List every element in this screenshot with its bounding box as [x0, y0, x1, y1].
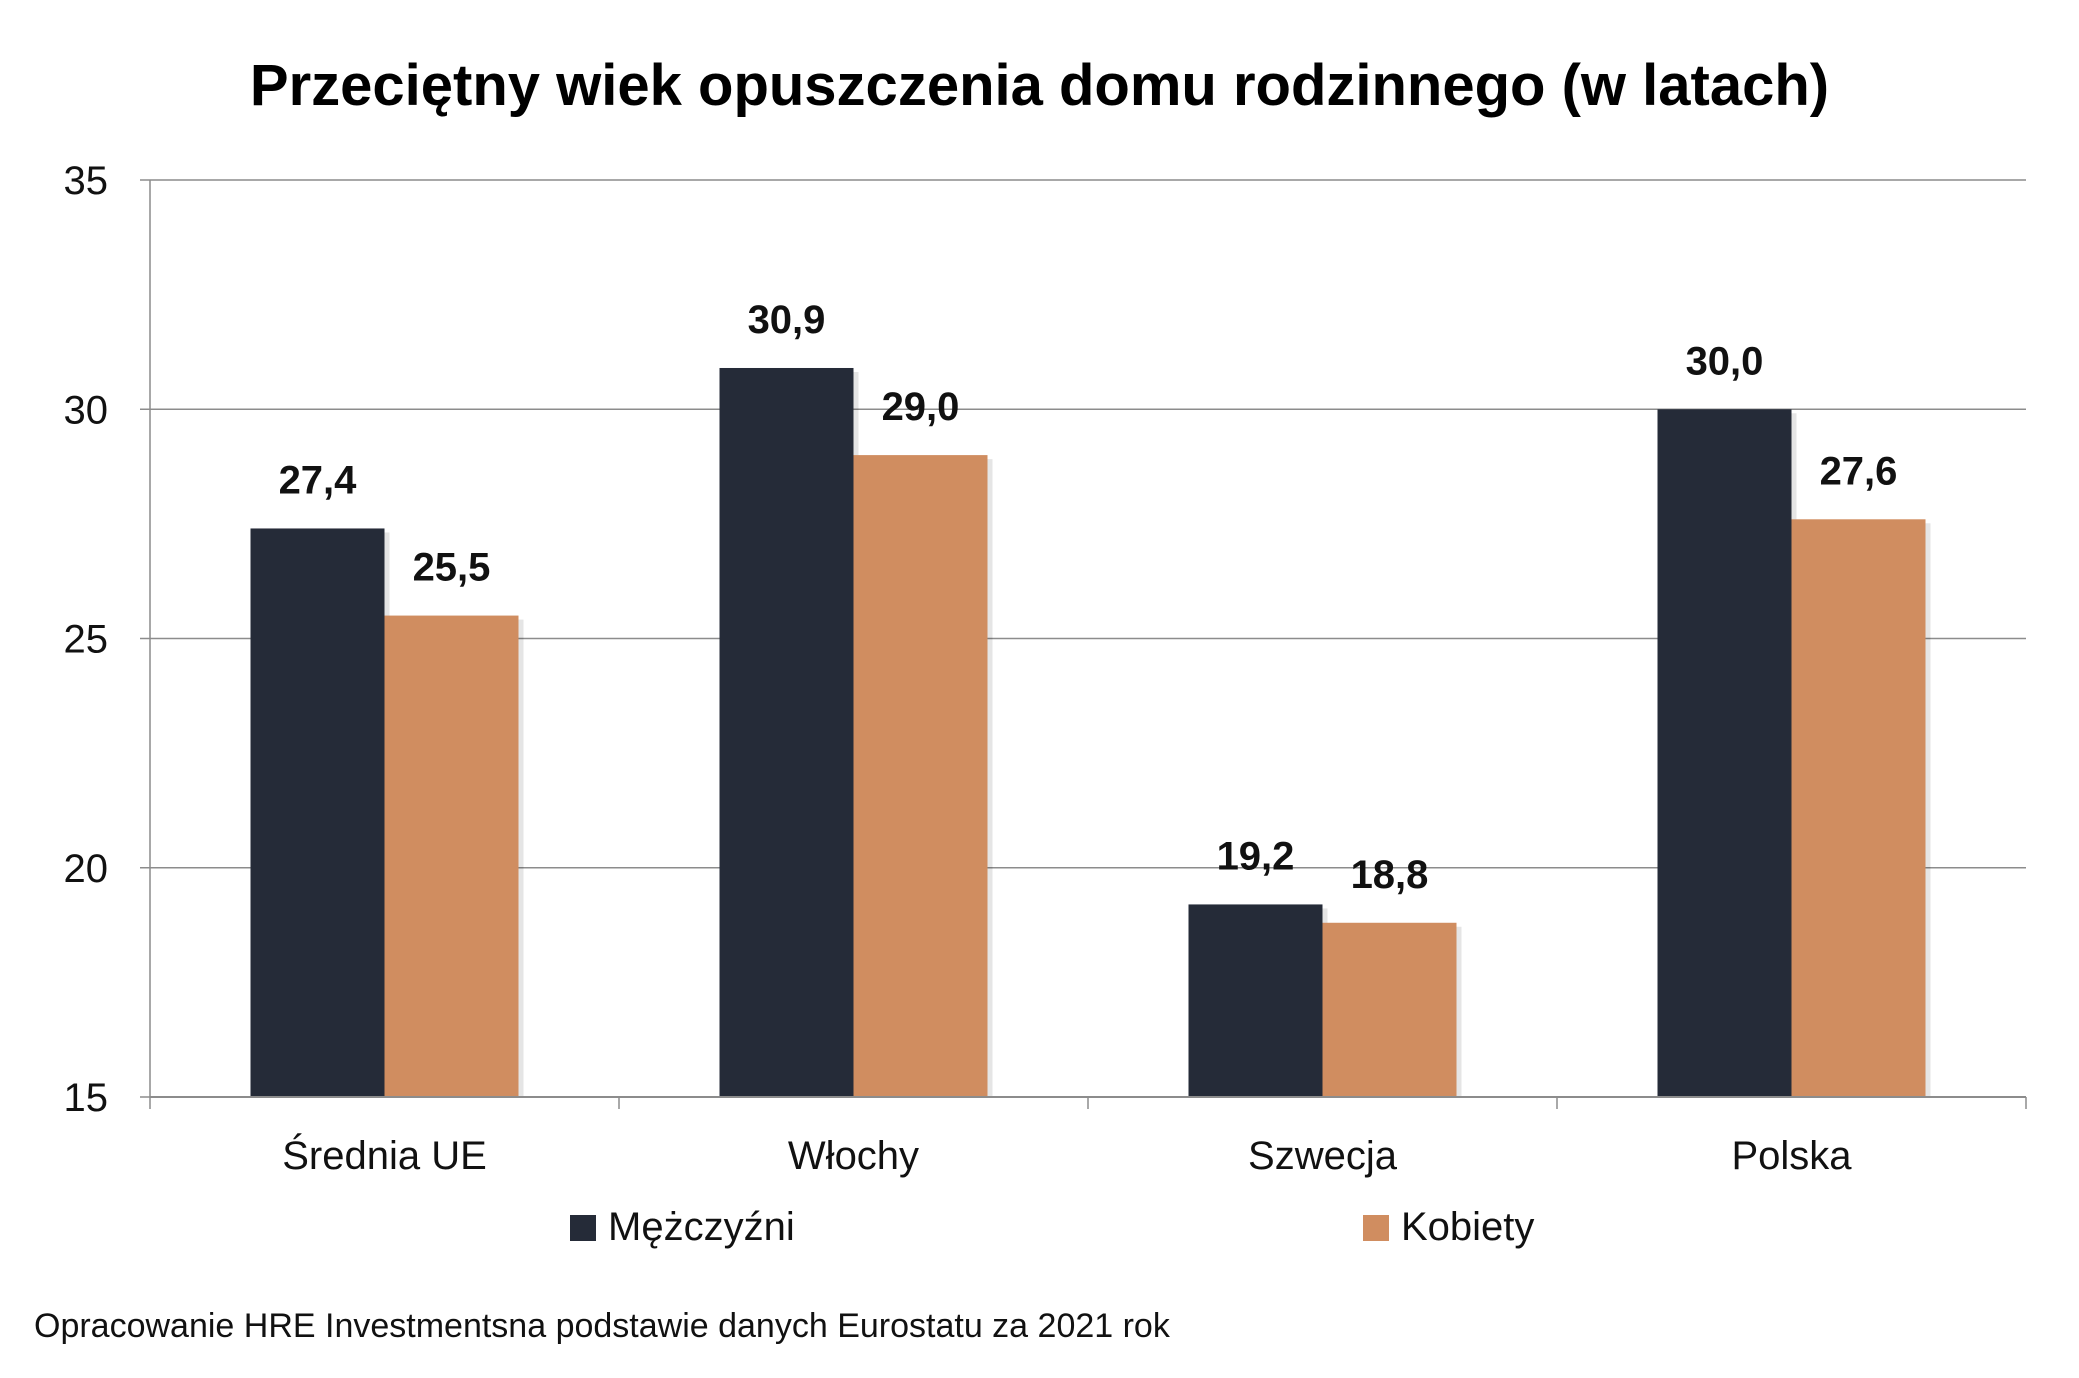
legend-label-women: Kobiety: [1401, 1205, 1535, 1249]
data-label: 30,0: [1686, 339, 1764, 383]
legend-label-men: Mężczyźni: [608, 1205, 795, 1249]
x-category-label: Średnia UE: [282, 1132, 487, 1178]
legend-swatch-men: [570, 1214, 596, 1241]
bar-men: [1188, 904, 1323, 1097]
bar-men: [719, 367, 854, 1097]
x-category-label: Polska: [1731, 1134, 1852, 1178]
chart-title: Przeciętny wiek opuszczenia domu rodzinn…: [249, 53, 1830, 118]
bar-men: [250, 528, 385, 1097]
y-tick-label: 25: [64, 618, 109, 662]
legend-item-women: Kobiety: [1363, 1205, 1534, 1250]
y-tick-label: 30: [64, 388, 109, 432]
bar-women: [1322, 922, 1457, 1097]
data-label: 25,5: [413, 546, 491, 590]
legend-swatch-women: [1363, 1214, 1389, 1241]
bar-women: [384, 615, 519, 1097]
data-label: 27,4: [279, 458, 358, 502]
bar-men: [1657, 409, 1792, 1097]
data-label: 27,6: [1820, 449, 1898, 493]
data-label: 29,0: [882, 385, 960, 429]
source-note: Opracowanie HRE Investmentsna podstawie …: [34, 1307, 1170, 1345]
legend-item-men: Mężczyźni: [570, 1205, 795, 1250]
bar-women: [853, 455, 988, 1098]
data-label: 30,9: [748, 298, 826, 342]
x-category-label: Szwecja: [1248, 1134, 1398, 1178]
y-tick-label: 15: [64, 1076, 109, 1120]
data-label: 19,2: [1217, 834, 1295, 878]
x-category-label: Włochy: [788, 1134, 919, 1178]
bar-women: [1791, 519, 1926, 1097]
data-label: 18,8: [1351, 853, 1429, 897]
y-tick-label: 35: [64, 159, 109, 203]
y-tick-label: 20: [64, 847, 109, 891]
